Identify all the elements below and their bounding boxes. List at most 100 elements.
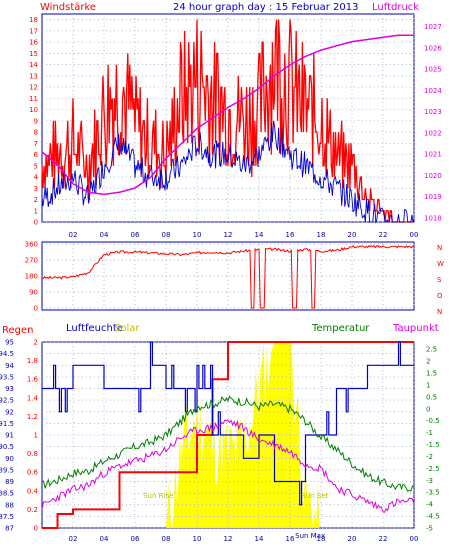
wind-x-tick: 02	[69, 231, 78, 239]
direction-y-tick: 270	[25, 257, 38, 265]
wind-x-tick: 14	[255, 231, 264, 239]
direction-y-ticks: 0 90 180 270 360	[25, 241, 38, 313]
climate-x-tick: 06	[131, 535, 140, 543]
rain-y-tick: 0.4	[27, 487, 39, 495]
compass-label: N	[437, 308, 442, 316]
climate-x-tick: 00	[410, 535, 419, 543]
rain-y-tick: 1.8	[27, 357, 38, 365]
temperature-y-tick: -2	[426, 453, 433, 461]
wind-x-tick: 16	[286, 231, 295, 239]
temperature-y-tick: -5	[426, 525, 433, 533]
humidity-y-tick: 90.5	[0, 443, 14, 451]
series-line-direction	[41, 244, 415, 309]
series-line-wind-gust	[41, 19, 414, 223]
humidity-y-ticks: 87 87.5 88 88.5 89 89.5 90 90.5 91 91.5 92 92.5 93 93…	[0, 339, 15, 533]
pressure-y-tick: 1026	[424, 44, 442, 52]
humidity-y-tick: 93.5	[0, 373, 14, 381]
wind-y-tick: 12	[29, 84, 38, 92]
rain-y-tick: 1.4	[27, 394, 39, 402]
pressure-y-tick: 1024	[424, 87, 442, 95]
climate-series	[41, 341, 415, 529]
direction-series	[41, 244, 415, 309]
humidity-y-tick: 89	[5, 478, 14, 486]
compass-label: O	[437, 292, 443, 300]
temperature-y-tick: -3.5	[426, 489, 440, 497]
temperature-axis-label: Temperatur	[311, 323, 370, 334]
climate-chart: Regen Luftfeuchte Solar Temperatur Taupu…	[0, 323, 440, 543]
wind-y-tick: 2	[34, 196, 38, 204]
wind-axis-label: Windstärke	[40, 2, 96, 13]
rain-y-tick: 0	[34, 525, 38, 533]
climate-x-tick: 12	[224, 535, 233, 543]
temperature-y-tick: -1	[426, 429, 433, 437]
solar-axis-label: Solar	[114, 323, 140, 334]
wind-x-tick: 08	[162, 231, 171, 239]
rain-y-tick: 0.8	[27, 450, 38, 458]
humidity-y-tick: 92	[5, 408, 14, 416]
pressure-y-tick: 1020	[424, 172, 442, 180]
humidity-y-tick: 93	[5, 385, 14, 393]
wind-y-tick: 13	[29, 72, 38, 80]
temperature-y-ticks: -5 -4.5 -4 -3.5 -3 -2.5 -2 -1.5 -1 -0.5 0 0.5 1 1.5 2 2…	[426, 346, 440, 533]
climate-x-ticks: 02 04 06 08 10 12 14 16 18 20 22 00	[69, 535, 419, 543]
wind-y-tick: 6	[34, 151, 39, 159]
temperature-y-tick: 1.5	[426, 370, 437, 378]
humidity-y-tick: 89.5	[0, 466, 14, 474]
dewpoint-axis-label: Taupunkt	[392, 323, 439, 334]
rain-y-tick: 2	[34, 339, 38, 347]
rain-axis-label: Regen	[2, 325, 34, 336]
temperature-y-tick: 0	[426, 405, 430, 413]
rain-y-tick: 0.6	[27, 469, 39, 477]
pressure-y-tick: 1023	[424, 108, 442, 116]
wind-x-tick: 18	[317, 231, 326, 239]
climate-x-tick: 02	[69, 535, 78, 543]
compass-label: W	[437, 260, 444, 268]
temperature-y-tick: -0.5	[426, 417, 440, 425]
wind-chart: Windstärke 24 hour graph day : 15 Februa…	[29, 2, 442, 239]
wind-y-tick: 8	[34, 129, 38, 137]
climate-x-tick: 10	[193, 535, 202, 543]
rain-y-tick: 1.2	[27, 413, 38, 421]
sun-annotation: Sun Set	[301, 492, 328, 500]
pressure-y-tick: 1025	[424, 66, 442, 74]
sun-annotation: Sun Rise	[143, 492, 173, 500]
pressure-y-tick: 1027	[424, 23, 442, 31]
chart-title: 24 hour graph day : 15 Februar 2013	[173, 2, 358, 13]
climate-x-tick: 20	[348, 535, 357, 543]
humidity-y-tick: 95	[5, 339, 14, 347]
direction-y-tick: 90	[29, 289, 38, 297]
temperature-y-tick: -2.5	[426, 465, 440, 473]
climate-x-tick: 14	[255, 535, 264, 543]
wind-x-tick: 20	[348, 231, 357, 239]
humidity-axis-label: Luftfeuchte	[66, 323, 123, 334]
wind-series	[41, 19, 415, 224]
humidity-y-tick: 88.5	[0, 490, 14, 498]
wind-x-ticks: 02 04 06 08 10 12 14 16 18 20 22 00	[69, 231, 419, 239]
pressure-y-tick: 1019	[424, 193, 442, 201]
series-line-wind-avg	[41, 120, 415, 224]
temperature-y-tick: 2.5	[426, 346, 437, 354]
humidity-y-tick: 94	[5, 362, 14, 370]
humidity-y-tick: 91.5	[0, 420, 14, 428]
rain-y-tick: 1.6	[27, 376, 39, 384]
wind-y-tick: 18	[29, 16, 38, 24]
humidity-y-tick: 92.5	[0, 397, 14, 405]
pressure-y-tick: 1018	[424, 214, 442, 222]
temperature-y-tick: 2	[426, 358, 430, 366]
series-line-dewpoint	[41, 419, 415, 513]
wind-x-tick: 22	[379, 231, 388, 239]
direction-y-tick: 360	[25, 241, 38, 249]
wind-y-tick: 9	[34, 117, 38, 125]
climate-x-tick: 18	[317, 535, 326, 543]
wind-x-tick: 04	[100, 231, 109, 239]
wind-y-tick: 5	[34, 162, 38, 170]
pressure-axis-label: Luftdruck	[372, 2, 419, 13]
compass-label: S	[437, 276, 442, 284]
climate-x-tick: 22	[379, 535, 388, 543]
wind-y-tick: 17	[29, 27, 38, 35]
wind-x-tick: 06	[131, 231, 140, 239]
wind-y-tick: 14	[29, 61, 38, 69]
